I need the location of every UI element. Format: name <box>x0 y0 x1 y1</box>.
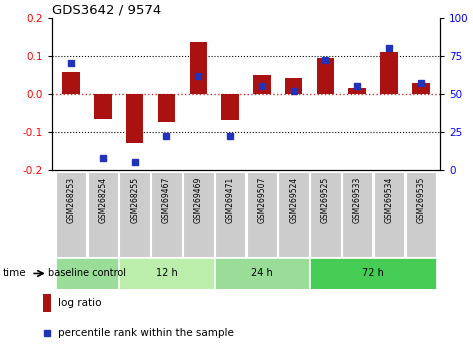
Bar <box>246 172 277 257</box>
Bar <box>56 258 118 289</box>
Bar <box>183 172 213 257</box>
Bar <box>380 52 398 94</box>
Bar <box>62 72 80 94</box>
Text: GSM268253: GSM268253 <box>67 177 76 223</box>
Bar <box>151 172 182 257</box>
Text: GSM269525: GSM269525 <box>321 177 330 223</box>
Bar <box>285 78 302 94</box>
Bar <box>342 172 373 257</box>
Bar <box>119 172 150 257</box>
Bar <box>253 75 271 94</box>
Text: log ratio: log ratio <box>58 298 101 308</box>
Bar <box>43 294 51 312</box>
Text: percentile rank within the sample: percentile rank within the sample <box>58 328 234 338</box>
Bar <box>88 172 118 257</box>
Bar <box>405 172 436 257</box>
Text: GSM269467: GSM269467 <box>162 177 171 223</box>
Bar <box>374 172 404 257</box>
Bar <box>349 88 366 94</box>
Text: GSM269469: GSM269469 <box>194 177 203 223</box>
Text: GSM269535: GSM269535 <box>416 177 425 223</box>
Bar <box>317 58 334 94</box>
Bar <box>56 172 87 257</box>
Text: baseline control: baseline control <box>48 268 126 279</box>
Text: GSM269524: GSM269524 <box>289 177 298 223</box>
Bar <box>221 94 239 120</box>
Text: GDS3642 / 9574: GDS3642 / 9574 <box>52 4 161 17</box>
Bar <box>190 42 207 94</box>
Text: 12 h: 12 h <box>156 268 177 279</box>
Text: GSM269533: GSM269533 <box>353 177 362 223</box>
Text: 72 h: 72 h <box>362 268 384 279</box>
Bar <box>215 258 309 289</box>
Bar <box>94 94 112 119</box>
Text: GSM269534: GSM269534 <box>385 177 394 223</box>
Text: GSM269471: GSM269471 <box>226 177 235 223</box>
Bar <box>126 94 143 143</box>
Bar <box>158 94 175 122</box>
Text: GSM269507: GSM269507 <box>257 177 266 223</box>
Bar <box>310 258 436 289</box>
Text: 24 h: 24 h <box>251 268 273 279</box>
Text: GSM268254: GSM268254 <box>98 177 107 223</box>
Bar <box>279 172 309 257</box>
Bar <box>215 172 245 257</box>
Text: time: time <box>2 268 26 279</box>
Text: GSM268255: GSM268255 <box>130 177 139 223</box>
Bar <box>310 172 341 257</box>
Bar <box>119 258 213 289</box>
Bar <box>412 83 429 94</box>
